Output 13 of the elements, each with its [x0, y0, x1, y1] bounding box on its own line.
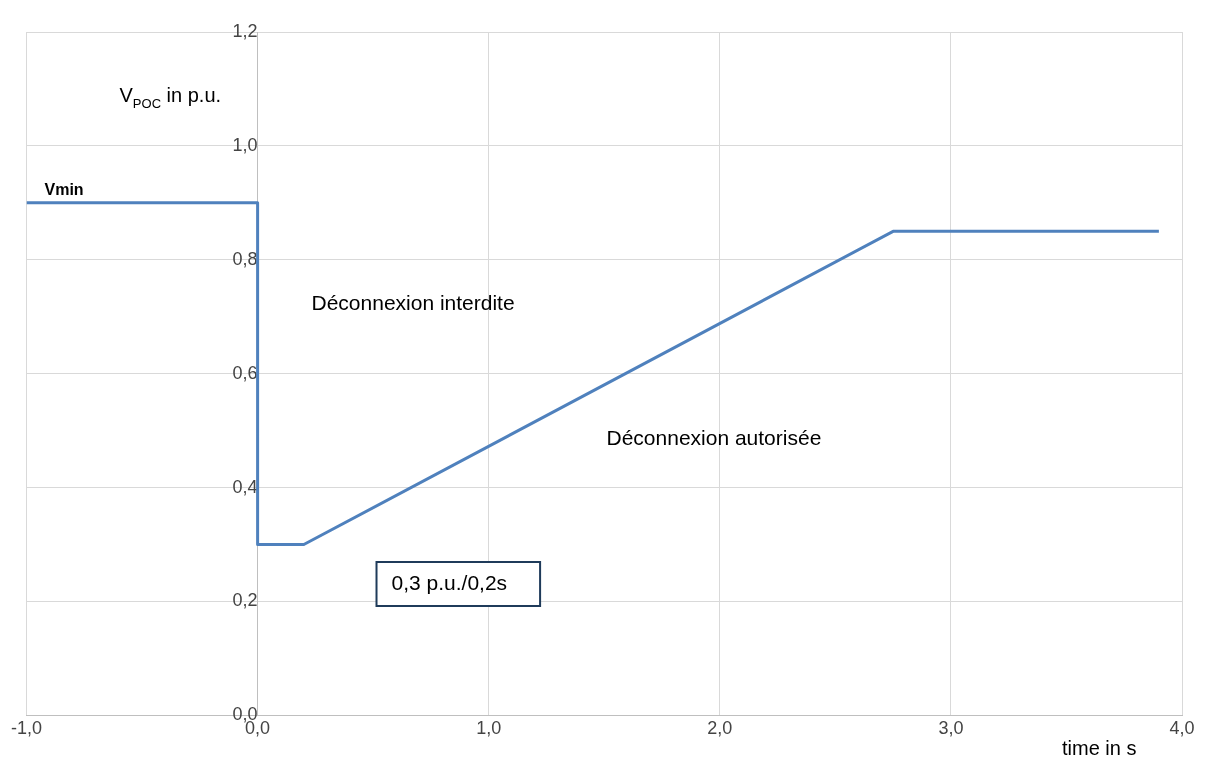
x-tick-label: -1,0	[10, 718, 43, 739]
y-tick-label: 1,2	[232, 20, 258, 41]
x-tick-label: 2,0	[707, 718, 733, 739]
y-tick-label: 0,2	[232, 590, 258, 611]
annotation: 0,3 p.u./0,2s	[391, 570, 508, 594]
x-tick-label: 1,0	[476, 718, 502, 739]
x-tick-label: 3,0	[938, 718, 964, 739]
x-axis-title: time in s	[1062, 737, 1137, 760]
annotation: Déconnexion autorisée	[606, 425, 822, 449]
y-tick-label: 1,0	[232, 134, 258, 155]
x-tick-label: 4,0	[1169, 718, 1195, 739]
annotation: Déconnexion interdite	[311, 290, 515, 314]
annotation: Vmin	[44, 181, 84, 199]
